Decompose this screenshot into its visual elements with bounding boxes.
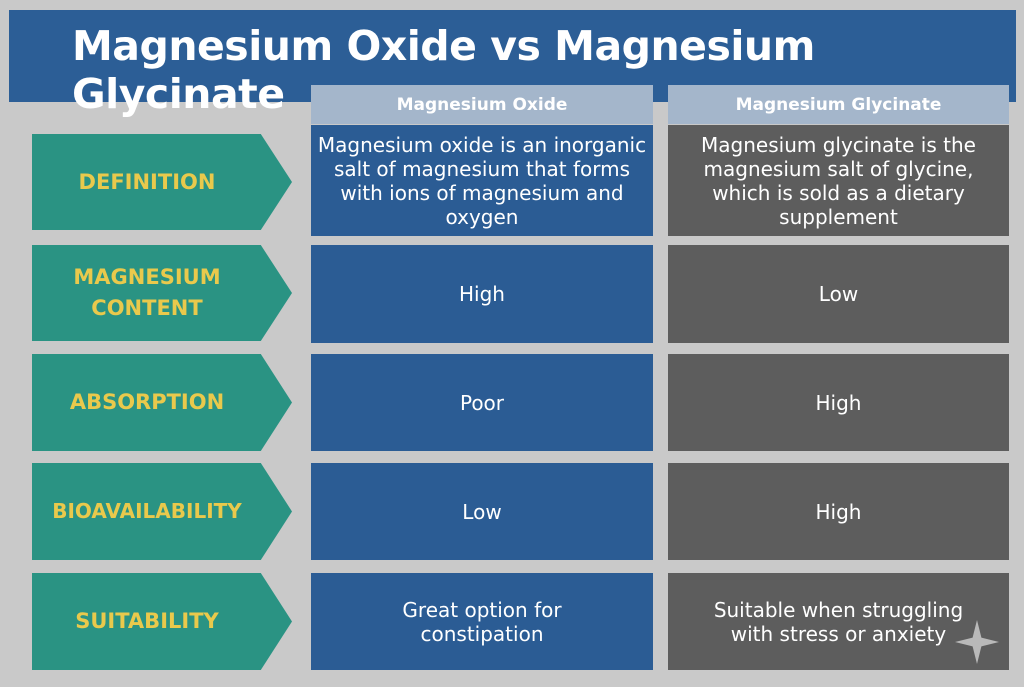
column-header-oxide: Magnesium Oxide [311,85,653,124]
row-label-suitability: SUITABILITY [32,573,292,670]
column-header-glycinate: Magnesium Glycinate [668,85,1009,124]
row-label-bioavailability: BIOAVAILABILITY [32,463,292,560]
glycinate-suitability: Suitable when struggling with stress or … [668,573,1009,670]
row-label-magnesium-content: MAGNESIUM CONTENT [32,245,292,341]
row-label-absorption: ABSORPTION [32,354,292,451]
glycinate-absorption: High [668,354,1009,451]
row-label-definition: DEFINITION [32,134,292,230]
oxide-definition: Magnesium oxide is an inorganic salt of … [311,125,653,236]
glycinate-magnesium-content: Low [668,245,1009,343]
oxide-bioavailability: Low [311,463,653,560]
page-title: Magnesium Oxide vs Magnesium Glycinate [72,22,815,118]
glycinate-definition: Magnesium glycinate is the magnesium sal… [668,125,1009,236]
oxide-suitability: Great option for constipation [311,573,653,670]
oxide-absorption: Poor [311,354,653,451]
oxide-magnesium-content: High [311,245,653,343]
glycinate-bioavailability: High [668,463,1009,560]
